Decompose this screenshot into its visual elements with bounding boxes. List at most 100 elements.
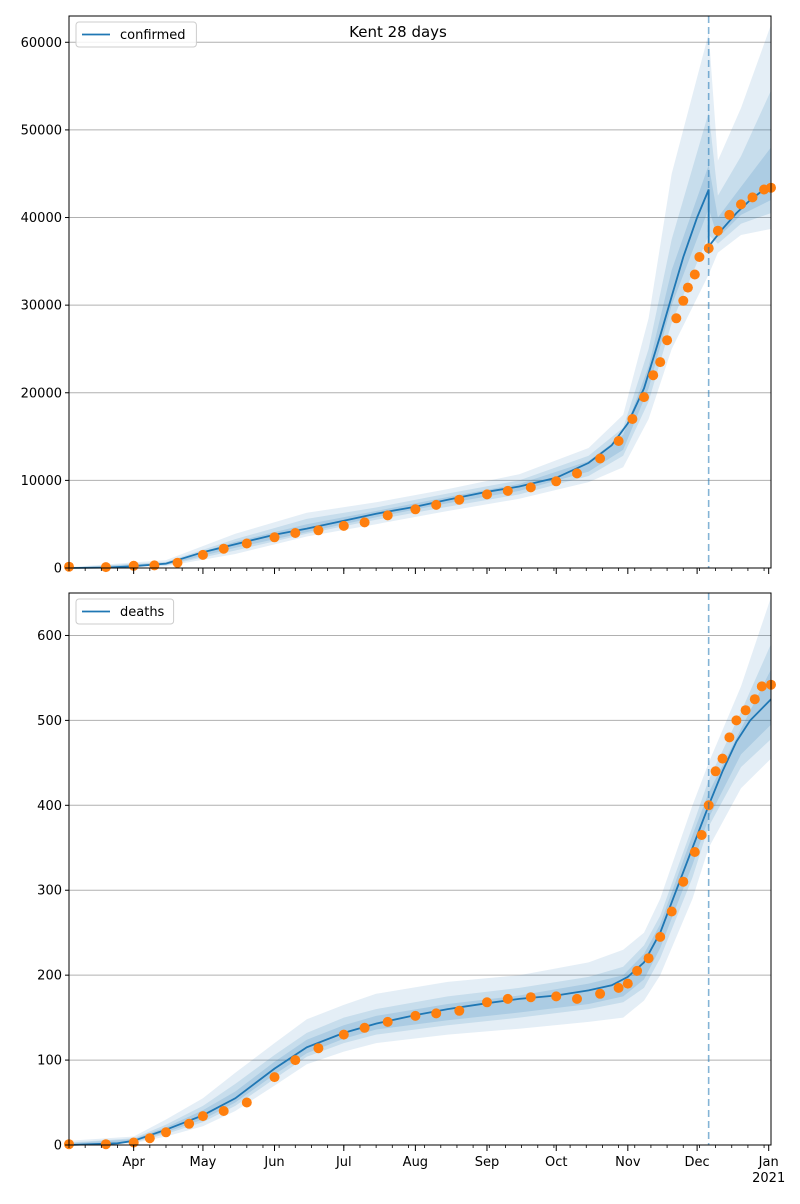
y-tick-label: 0 (54, 562, 62, 577)
observed-point (749, 694, 760, 705)
x-year-label: 2021 (752, 1171, 785, 1186)
y-tick-label: 200 (37, 969, 62, 984)
observed-point (313, 525, 324, 536)
y-tick-label: 300 (37, 884, 62, 899)
y-tick-label: 0 (54, 1139, 62, 1154)
y-tick-label: 50000 (21, 123, 62, 138)
observed-point (431, 1008, 442, 1019)
y-tick-label: 20000 (21, 386, 62, 401)
observed-point (648, 370, 659, 381)
observed-point (338, 520, 349, 531)
legend: confirmed (75, 21, 197, 48)
observed-point (595, 453, 606, 464)
observed-point (712, 225, 723, 236)
observed-point (359, 1022, 370, 1033)
uncertainty-band-outer (69, 597, 771, 1145)
observed-point (756, 681, 767, 692)
plot-frame (68, 592, 772, 1146)
observed-point (655, 357, 666, 368)
observed-point (731, 715, 742, 726)
observed-point (595, 988, 606, 999)
legend: deaths (75, 598, 175, 625)
observed-point (613, 436, 624, 446)
x-tick-label: Nov (615, 1155, 641, 1170)
observed-point (740, 705, 751, 716)
x-tick-label: Jul (335, 1155, 352, 1170)
observed-point (613, 982, 624, 993)
observed-point (655, 931, 666, 942)
x-tick-label: Jun (263, 1155, 284, 1170)
observed-point (431, 499, 442, 510)
observed-point (149, 560, 160, 571)
observed-point (689, 269, 700, 280)
observed-point (632, 965, 643, 976)
x-tick-label: Dec (685, 1155, 710, 1170)
observed-point (454, 494, 465, 505)
legend-label: confirmed (120, 28, 186, 43)
y-tick-label: 40000 (21, 211, 62, 226)
y-tick-label: 10000 (21, 474, 62, 489)
observed-point (678, 295, 689, 306)
x-tick-label: Aug (403, 1155, 428, 1170)
observed-point (161, 1127, 171, 1138)
legend-box (75, 21, 197, 48)
observed-point (747, 192, 758, 203)
observed-point (218, 543, 229, 554)
observed-point (382, 1016, 393, 1027)
confirmed-panel: 0 10000 20000 30000 40000 50000 60000 confirmed (21, 15, 776, 577)
observed-point (694, 252, 705, 262)
observed-point (724, 732, 735, 743)
observed-point (144, 1133, 155, 1144)
plot-frame (68, 15, 772, 569)
y-tick-label: 60000 (21, 36, 62, 51)
observed-point (290, 1055, 301, 1066)
observed-point (197, 549, 208, 560)
x-tick-label: Sep (475, 1155, 500, 1170)
uncertainty-band-inner (69, 147, 771, 568)
deaths-panel: 0 100 200 300 400 500 600 Apr May Jun Jul Aug Sep Oct… (37, 592, 785, 1186)
observed-point (502, 485, 513, 496)
x-tick-label: May (189, 1155, 216, 1170)
observed-point (551, 991, 562, 1002)
observed-point (622, 978, 633, 989)
x-tick-label: Apr (122, 1155, 145, 1170)
observed-point (410, 1010, 421, 1021)
observed-point (454, 1005, 465, 1016)
legend-box (75, 598, 175, 625)
observed-point (525, 992, 536, 1003)
observed-point (241, 538, 252, 549)
observed-point (643, 953, 654, 964)
observed-point (736, 199, 746, 210)
observed-point (313, 1043, 324, 1054)
observed-point (502, 993, 513, 1004)
observed-point (525, 482, 536, 493)
observed-point (551, 476, 562, 487)
observed-point (184, 1118, 195, 1129)
uncertainty-band-outer (69, 24, 771, 569)
legend-label: deaths (120, 605, 165, 620)
observed-point (572, 468, 582, 479)
y-tick-label: 100 (37, 1054, 62, 1069)
observed-point (100, 1139, 111, 1150)
y-tick-label: 30000 (21, 299, 62, 314)
observed-point (172, 557, 183, 568)
observed-point (100, 562, 111, 573)
observed-point (724, 209, 735, 220)
observed-point (666, 906, 677, 917)
observed-point (482, 489, 492, 500)
observed-point (717, 753, 728, 764)
observed-point (671, 313, 682, 324)
observed-point (689, 847, 700, 857)
model-line (68, 698, 772, 1146)
observed-point (197, 1111, 208, 1122)
observed-point (696, 830, 707, 840)
observed-point (269, 1072, 280, 1083)
observed-point (410, 504, 421, 515)
observed-point (218, 1106, 229, 1116)
observed-point (269, 532, 280, 543)
observed-point (639, 392, 649, 403)
observed-point (662, 335, 673, 346)
observed-point (572, 993, 582, 1004)
